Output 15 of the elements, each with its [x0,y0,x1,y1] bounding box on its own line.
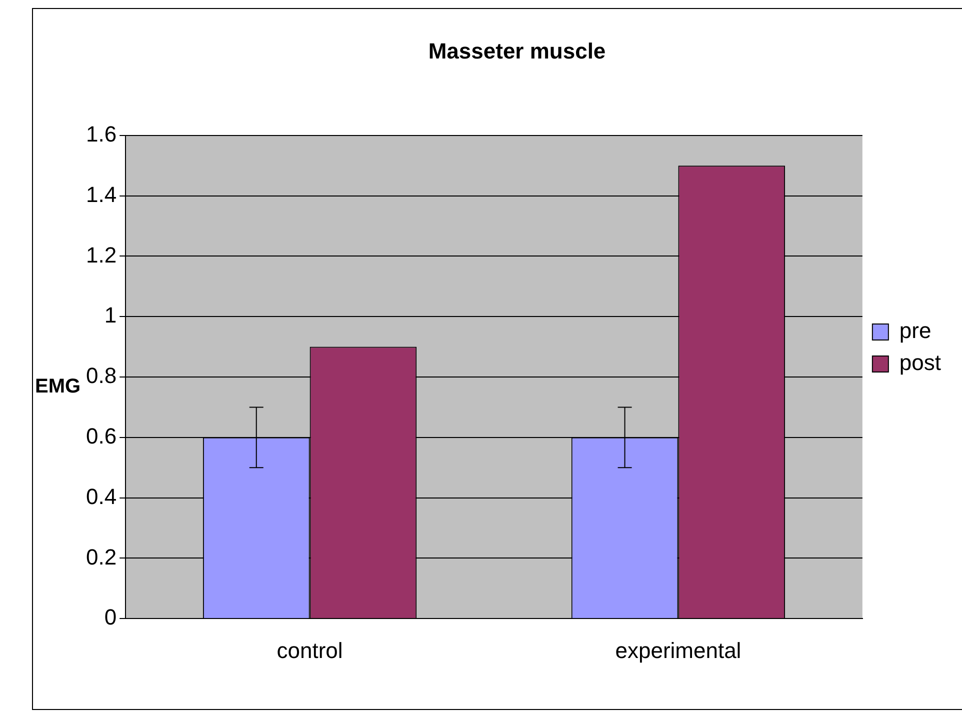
x-tick-label: experimental [615,638,742,663]
y-axis-title: EMG [35,376,81,398]
y-tick-label: 1.2 [86,242,117,268]
y-tick-label: 0.2 [86,544,117,570]
y-tick-label: 0 [104,604,117,630]
y-tick-label: 0.4 [86,484,117,509]
x-tick-label: control [276,638,343,663]
y-tick-label: 1.6 [86,121,117,146]
y-tick-label: 0.8 [86,363,117,388]
legend-label: pre [899,318,932,344]
y-tick-label: 1 [104,302,117,328]
y-tick-label: 0.6 [86,423,117,448]
y-tick-label: 1.4 [86,182,117,207]
chart-title: Masseter muscle [428,38,606,64]
legend-label: post [899,350,942,376]
